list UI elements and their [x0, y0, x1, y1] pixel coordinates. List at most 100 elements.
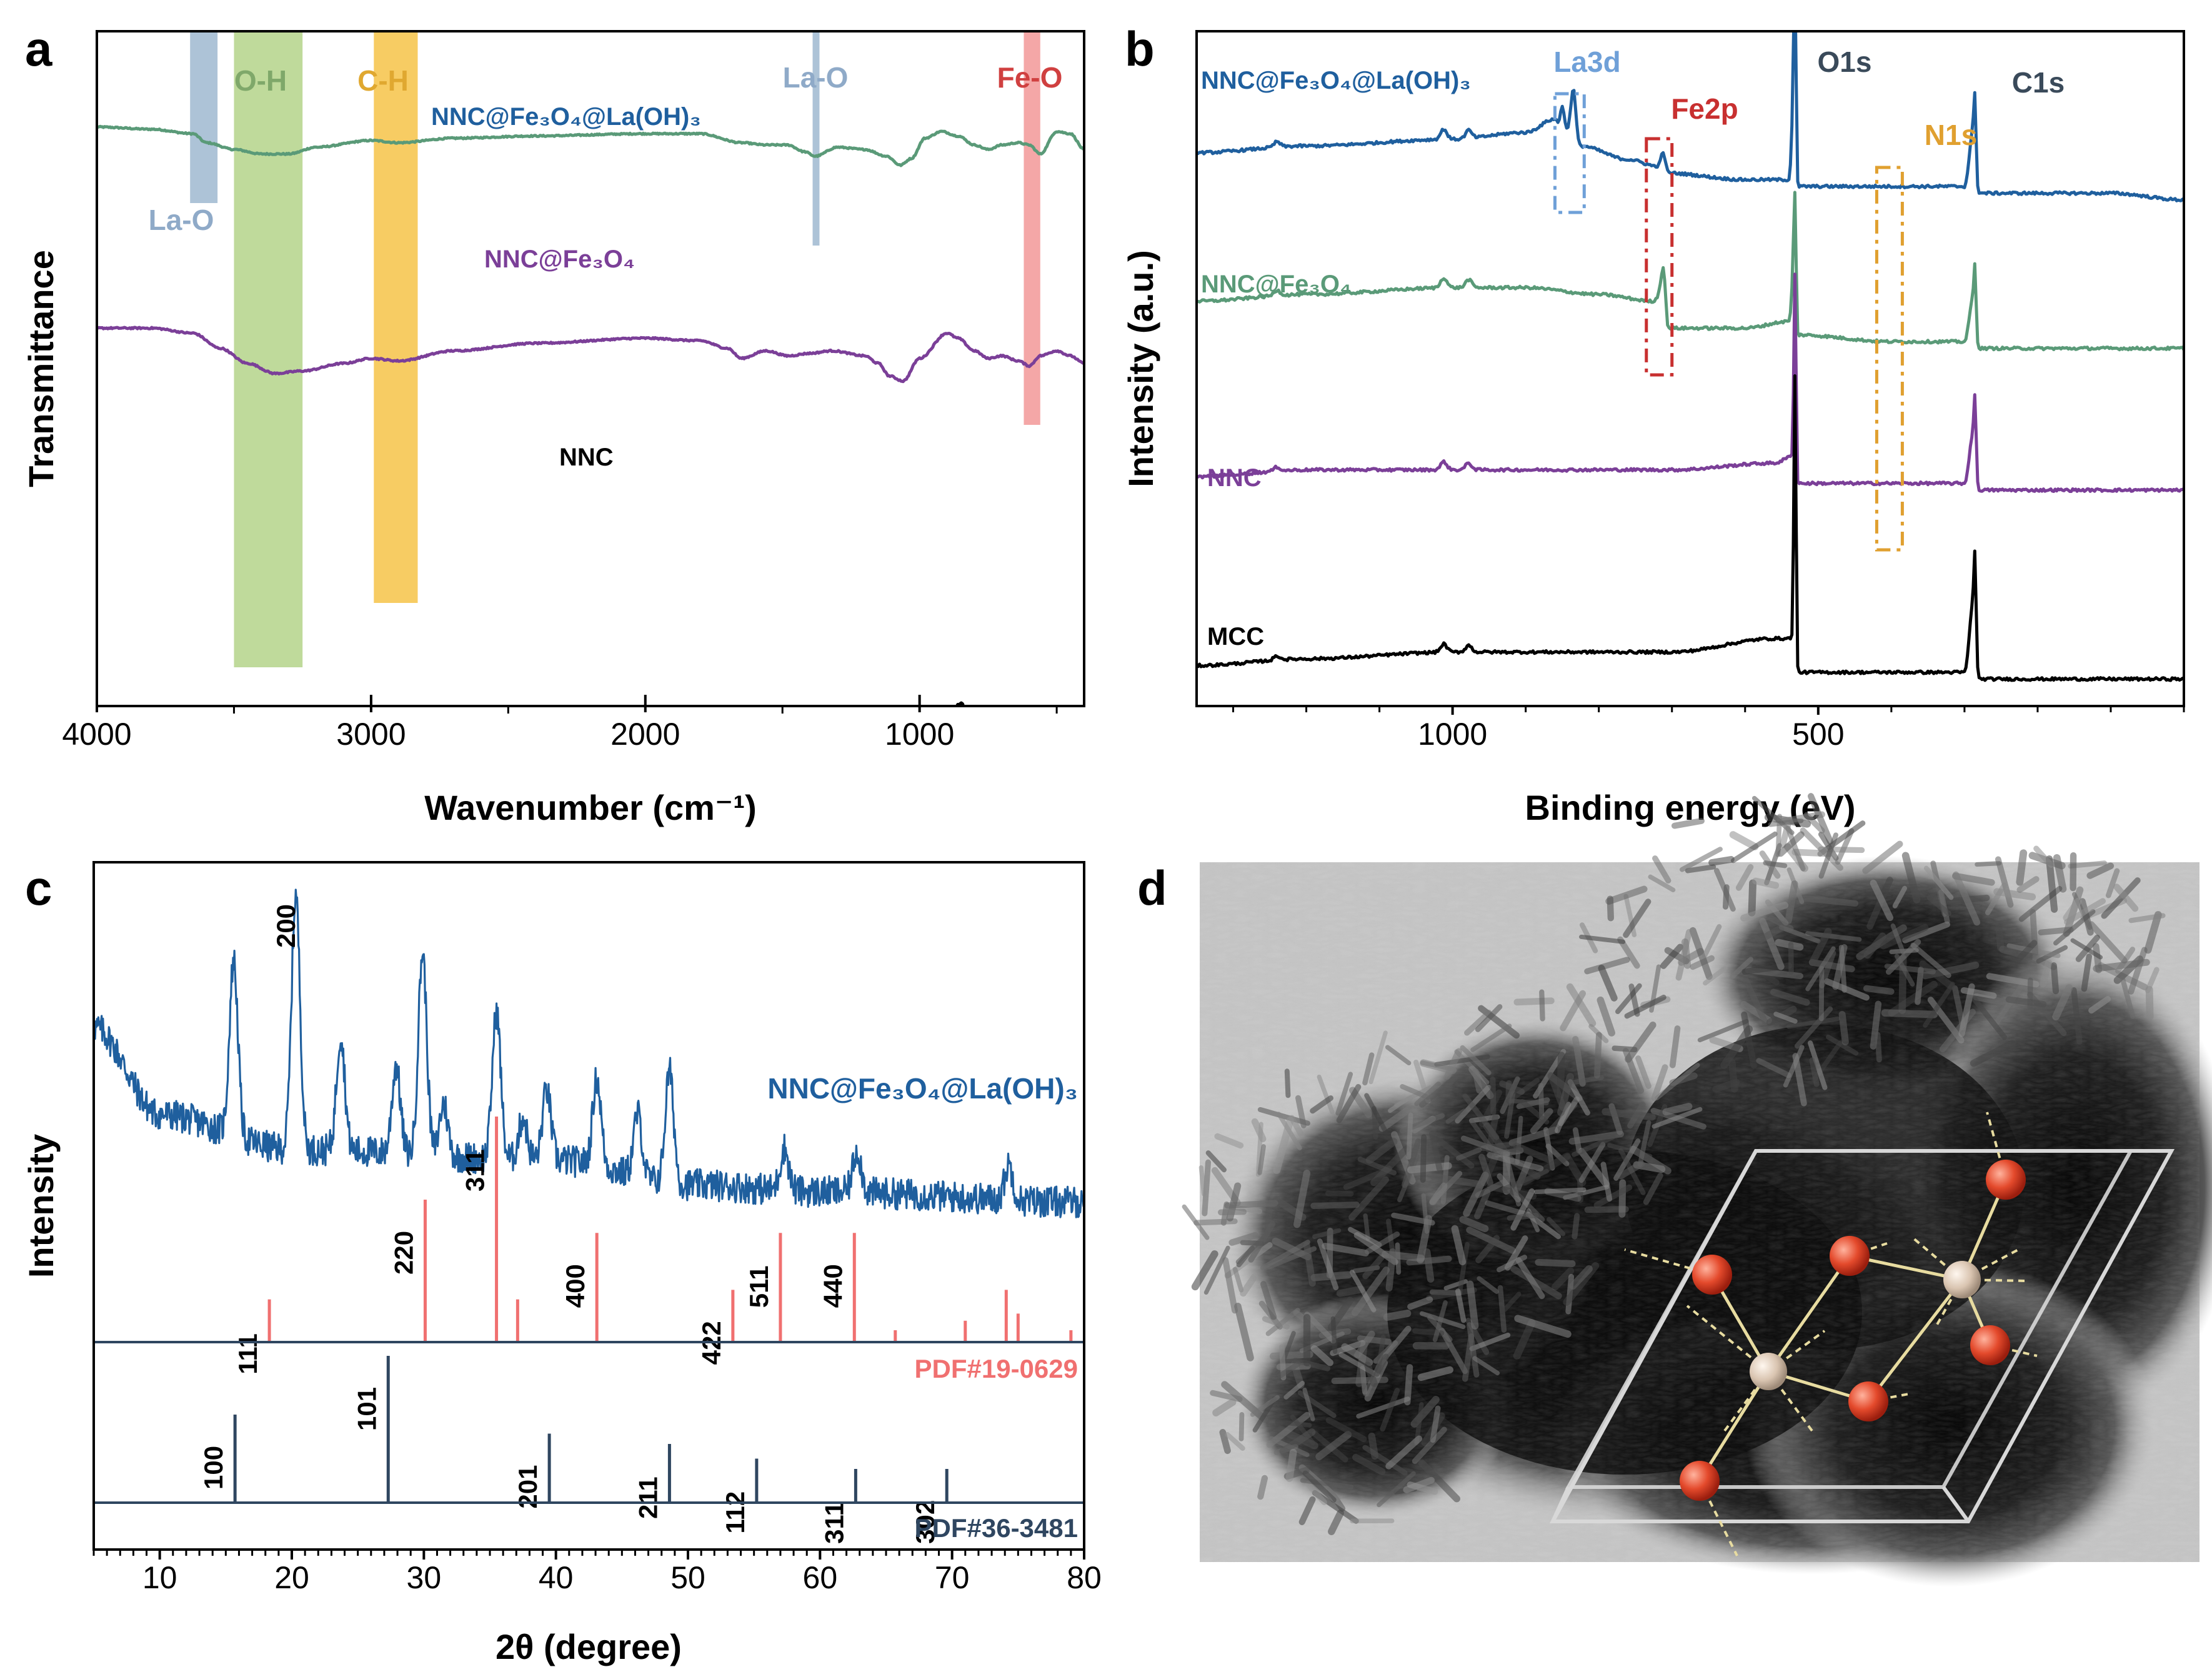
- nanorod: [1354, 1330, 1375, 1359]
- nanorod: [1310, 1345, 1333, 1366]
- x-tick-label: 80: [1067, 1560, 1102, 1595]
- nanorod: [2064, 898, 2106, 925]
- panel-b-ylabel: Intensity (a.u.): [1121, 250, 1160, 487]
- panel-b-ticks: 1000 500: [1232, 706, 2185, 752]
- nanorod: [1572, 1213, 1580, 1240]
- nanorod: [1863, 985, 1895, 995]
- nanorod: [1875, 1032, 1882, 1063]
- nanorod: [1412, 1426, 1447, 1464]
- nanorod: [1303, 1242, 1316, 1287]
- nanorod: [1832, 944, 1848, 990]
- xps-label-fe3o4: NNC@Fe₃O₄: [1201, 271, 1352, 298]
- nanorod: [1383, 1310, 1412, 1321]
- nanorod: [1597, 996, 1615, 1037]
- nanorod: [1302, 1470, 1337, 1503]
- nanorod: [1475, 1235, 1500, 1263]
- nanorod: [1478, 1153, 1493, 1187]
- nanorod: [1477, 1276, 1499, 1294]
- nanorod: [1472, 1356, 1500, 1376]
- nanorod: [1212, 1398, 1237, 1416]
- nanorod: [1618, 1179, 1627, 1218]
- xps-line-1: [1197, 191, 2184, 352]
- nanorod: [1510, 1188, 1535, 1231]
- nanorod: [1995, 856, 2014, 908]
- nanorod: [1214, 1133, 1244, 1149]
- nanorod: [1805, 931, 1862, 942]
- nanorod: [2052, 984, 2073, 1021]
- lao-band-label-left: La-O: [149, 204, 214, 236]
- nanorod: [1770, 988, 1810, 1006]
- nanorod: [1533, 1187, 1587, 1195]
- nanorod: [1467, 1322, 1480, 1378]
- nanorod: [1818, 846, 1865, 853]
- nanorod: [2120, 975, 2136, 1019]
- nanorod: [2113, 883, 2139, 912]
- nanorod: [1926, 895, 1951, 917]
- nanorod: [1305, 1481, 1327, 1505]
- miller-index-label: 112: [720, 1491, 750, 1534]
- nanorod: [1312, 1228, 1342, 1239]
- nanorod: [1662, 1103, 1693, 1116]
- nanorod: [1370, 1145, 1410, 1187]
- o-atom: [1986, 1160, 2026, 1200]
- nanorod: [1660, 943, 1683, 969]
- nanorod: [1356, 1396, 1410, 1419]
- nanorod: [1730, 957, 1753, 980]
- nanorod: [1818, 966, 1825, 1022]
- nanorod: [1578, 1148, 1610, 1188]
- nanorod: [1748, 879, 1757, 917]
- miller-index-label: 101: [352, 1387, 381, 1431]
- nanorod: [1780, 822, 1791, 848]
- x-tick-label: 2000: [610, 717, 680, 752]
- xps-series-group: [1197, 31, 2184, 682]
- panel-a-frame: [96, 30, 1085, 707]
- o-atom: [1692, 1255, 1732, 1295]
- panel-a-ylabel: Transmittance: [21, 250, 61, 487]
- nanorod: [1430, 1405, 1441, 1443]
- ftir-band-o-h: [234, 31, 303, 667]
- nanorod: [1625, 1022, 1657, 1063]
- nanorod: [1240, 1273, 1258, 1297]
- nanorod: [1325, 1190, 1354, 1197]
- panel-b-frame: [1195, 30, 2185, 707]
- nanorod: [1193, 1218, 1238, 1226]
- nanorod: [1808, 793, 1833, 845]
- nanorod: [1502, 1291, 1522, 1312]
- nanorod: [2088, 996, 2111, 1014]
- nanorod: [1317, 1074, 1335, 1115]
- nanorod: [1466, 1280, 1479, 1330]
- unit-cell-frame: [1549, 1149, 2175, 1523]
- nanorod: [1475, 1004, 1503, 1032]
- nanorod: [1295, 1095, 1307, 1128]
- nanorod: [1407, 1162, 1452, 1174]
- nanorod: [1210, 1390, 1243, 1402]
- nanorod: [1293, 1170, 1311, 1228]
- nanorod: [1273, 1116, 1294, 1174]
- series-label-nnc: NNC: [559, 444, 614, 471]
- nanorod: [1298, 1496, 1316, 1525]
- nanorod: [1302, 1387, 1315, 1421]
- nanorod: [1417, 1366, 1454, 1381]
- x-tick-label: 30: [407, 1560, 442, 1595]
- pdf-19-0629-label: PDF#19-0629: [915, 1354, 1079, 1383]
- nanorod: [1892, 885, 1908, 908]
- nanorod: [1234, 1302, 1254, 1361]
- nanorod: [1277, 1361, 1301, 1378]
- nanorod: [1624, 995, 1666, 1019]
- nanorod: [1364, 1093, 1392, 1142]
- nanorod: [2128, 913, 2166, 923]
- nanorod: [1377, 1471, 1416, 1508]
- nanorod: [1434, 1054, 1490, 1067]
- nanorod: [1404, 1364, 1413, 1406]
- nanorod: [1902, 921, 1951, 943]
- xrd-series-label: NNC@Fe₃O₄@La(OH)₃: [767, 1072, 1078, 1105]
- nanorod: [1292, 1357, 1331, 1371]
- nanorod: [1502, 1168, 1549, 1192]
- nanorod: [1600, 1162, 1613, 1202]
- nanorod: [1285, 1448, 1297, 1482]
- nanorod: [1712, 1078, 1740, 1093]
- nanorod: [1740, 902, 1788, 922]
- nanorod: [1952, 872, 1995, 886]
- xrd-peak-200-label: 200: [271, 904, 301, 948]
- nanorod: [1497, 1255, 1528, 1273]
